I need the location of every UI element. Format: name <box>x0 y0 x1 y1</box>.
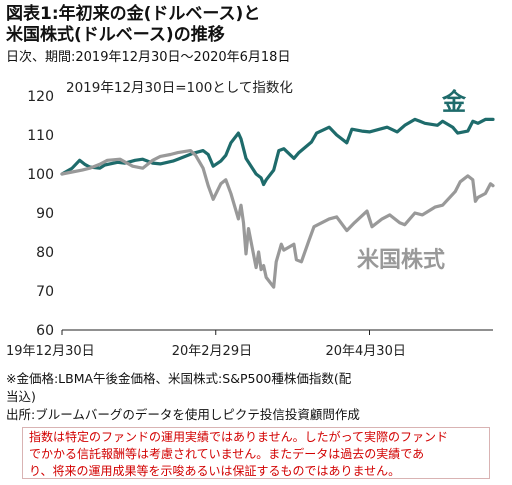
y-tick-label: 120 <box>27 89 54 105</box>
disclaimer-line-2: でかかる信託報酬等は考慮されていません。またデータは過去の実績であ <box>29 447 425 461</box>
disclaimer-box: 指数は特定のファンドの運用実績ではありません。したがって実際のファンド でかかる… <box>22 427 490 479</box>
series-line <box>60 117 495 187</box>
period-label: 日次、期間:2019年12月30日〜2020年6月18日 <box>6 50 291 65</box>
y-tick-label: 70 <box>36 284 54 300</box>
chart-title: 図表1:年初来の金(ドルベース)と 米国株式(ドルベース)の推移 <box>6 4 260 46</box>
series-line <box>60 149 495 289</box>
series-label-gold: 金 <box>441 88 467 116</box>
title-line-1: 図表1:年初来の金(ドルベース)と <box>6 4 261 24</box>
y-tick-label: 100 <box>27 167 54 183</box>
y-tick-label: 60 <box>36 323 54 339</box>
source-note-3: 出所:ブルームバーグのデータを使用しピクテ投信投資顧問作成 <box>6 407 360 422</box>
title-line-2: 米国株式(ドルベース)の推移 <box>6 25 225 45</box>
y-tick-label: 90 <box>36 206 54 222</box>
chart-annotation: 2019年12月30日=100として指数化 <box>66 80 293 96</box>
source-note-1: ※金価格:LBMA午後金価格、米国株式:S&P500種株価指数(配 <box>6 371 352 386</box>
x-tick-label: 20年2月29日 <box>172 344 252 359</box>
disclaimer-line-3: り、将来の運用成果等を示唆あるいは保証するものではありません。 <box>29 464 401 478</box>
x-tick-label: 19年12月30日 <box>6 344 95 359</box>
disclaimer-line-1: 指数は特定のファンドの運用実績ではありません。したがって実際のファンド <box>29 430 449 444</box>
y-tick-label: 110 <box>27 128 54 144</box>
series-label-stocks: 米国株式 <box>357 248 445 273</box>
x-tick-label: 20年4月30日 <box>325 344 405 359</box>
y-tick-label: 80 <box>36 245 54 261</box>
source-note-2: 当込) <box>6 389 36 404</box>
